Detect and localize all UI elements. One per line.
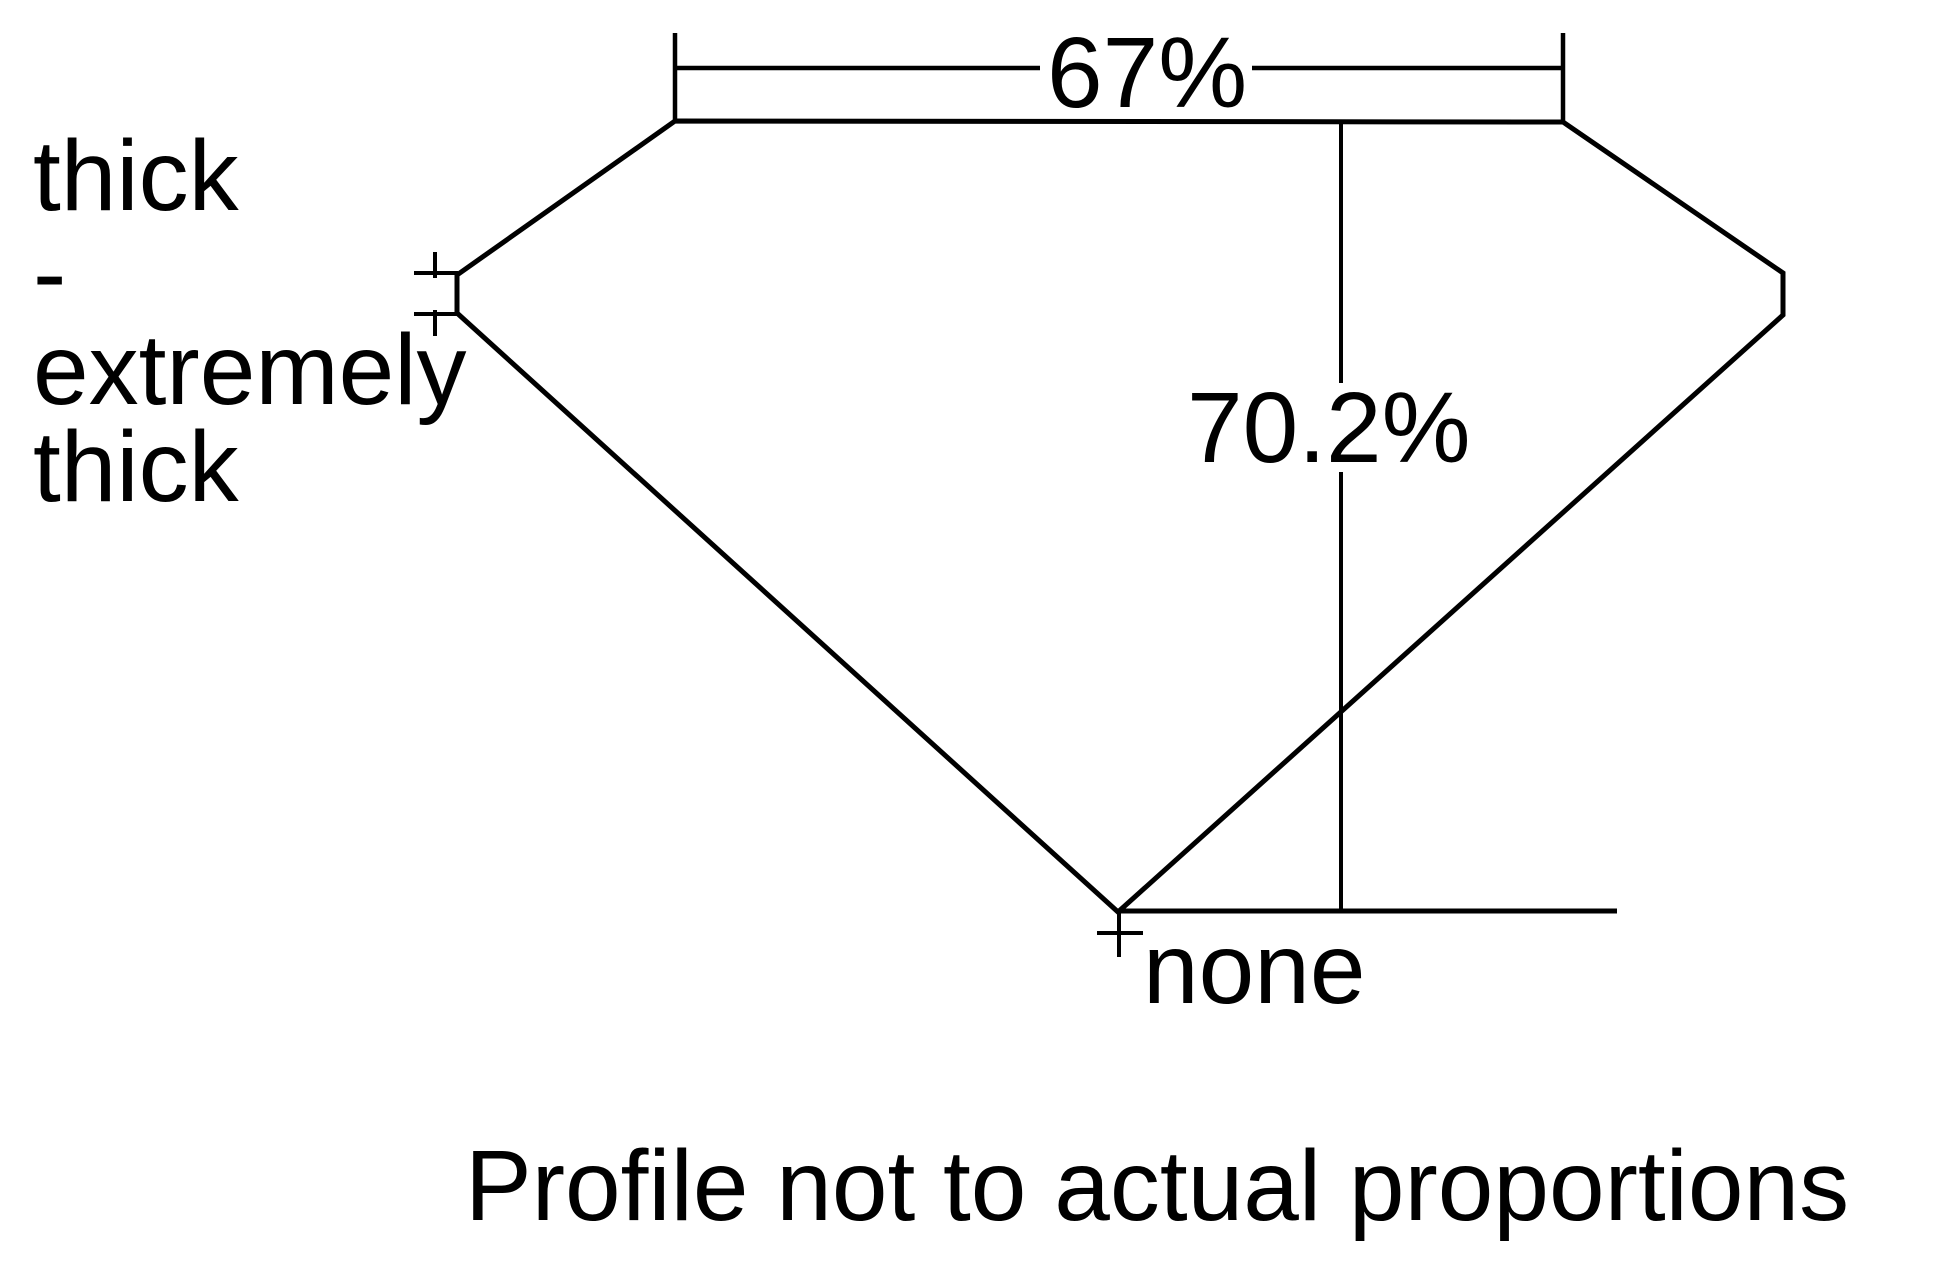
girdle-label-line-2: - [33,217,66,329]
figure-caption: Profile not to actual proportions [465,1130,1849,1242]
diamond-outline [454,118,1786,916]
culet-label: none [1143,913,1365,1025]
table-width-label: 67% [1047,17,1247,129]
girdle-label-line-4: thick [33,411,240,523]
girdle-label-line-1: thick [33,120,240,232]
girdle-label-line-3: extremely [33,314,466,426]
total-depth-label: 70.2% [1187,372,1471,484]
